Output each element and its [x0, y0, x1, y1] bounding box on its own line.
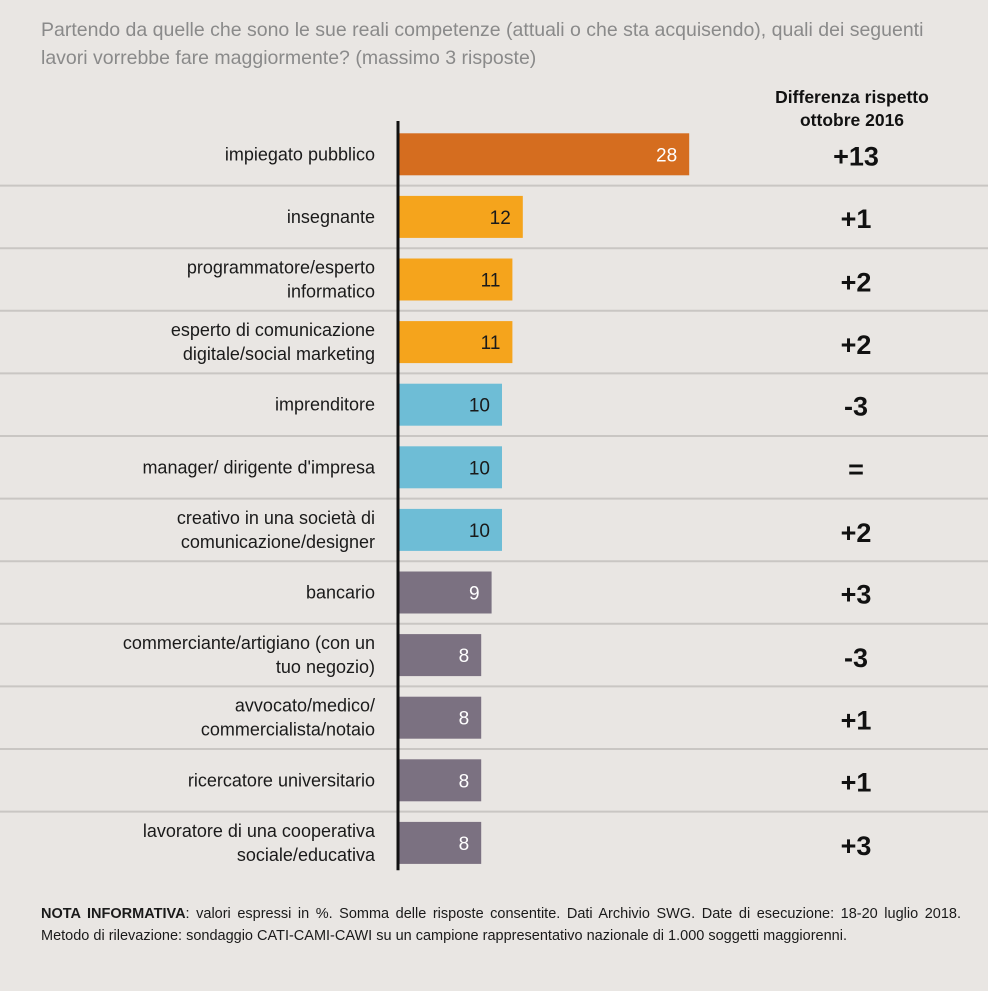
difference-value: = — [848, 454, 864, 484]
category-label: ricercatore universitario — [188, 770, 375, 790]
difference-value: +3 — [841, 831, 872, 861]
bar-value-label: 28 — [656, 145, 677, 166]
category-label: lavoratore di una cooperativa sociale/edu… — [143, 821, 376, 865]
difference-value: +1 — [841, 204, 872, 234]
category-label-line: avvocato/medico/ — [235, 696, 375, 716]
category-label-line: creativo in una società di — [177, 508, 375, 528]
bar — [398, 383, 502, 426]
difference-value: +3 — [841, 580, 872, 610]
bar — [398, 446, 502, 489]
category-label-line: esperto di comunicazione — [171, 320, 375, 340]
category-label-line: commerciante/artigiano (con un — [123, 633, 375, 653]
bar-value-label: 11 — [481, 333, 501, 354]
category-label-line: manager/ dirigente d'impresa — [142, 457, 376, 477]
bar — [398, 133, 690, 176]
difference-value: +1 — [841, 767, 872, 797]
bar-value-label: 11 — [481, 271, 501, 292]
category-label-line: lavoratore di una cooperativa — [143, 821, 376, 841]
info-note: NOTA INFORMATIVA: valori espressi in %. … — [41, 903, 961, 947]
difference-value: +2 — [841, 330, 872, 360]
bar-value-label: 10 — [469, 396, 490, 417]
category-label: esperto di comunicazione digitale/social … — [171, 320, 375, 364]
bar-value-label: 8 — [459, 834, 470, 855]
category-label: avvocato/medico/commercialista/notaio — [201, 696, 375, 740]
category-label-line: imprenditore — [275, 395, 375, 415]
difference-value: -3 — [844, 392, 868, 422]
category-label: programmatore/esperto informatico — [187, 258, 375, 302]
category-label-line: commercialista/notaio — [201, 720, 375, 740]
category-label: impiegato pubblico — [225, 144, 375, 164]
category-label: creativo in una società di comunicazione/… — [177, 508, 375, 552]
bar-value-label: 8 — [459, 646, 470, 667]
category-label-line: sociale/educativa — [237, 845, 376, 865]
category-label-line: informatico — [287, 282, 375, 302]
category-label-line: comunicazione/designer — [181, 532, 375, 552]
bar — [398, 508, 502, 551]
difference-column-header: Differenza rispetto ottobre 2016 — [775, 87, 929, 130]
bar-value-label: 12 — [490, 208, 511, 229]
bar-value-label: 8 — [459, 709, 470, 730]
bar — [398, 696, 482, 739]
bar — [398, 258, 513, 301]
category-label-line: digitale/social marketing — [183, 344, 375, 364]
category-label-line: bancario — [306, 583, 375, 603]
chart-title: Partendo da quelle che sono le sue reali… — [41, 19, 924, 69]
bar-value-label: 8 — [459, 771, 470, 792]
note-text: : valori espressi in %. Somma delle risp… — [41, 906, 961, 944]
category-label: manager/ dirigente d'impresa — [142, 457, 376, 477]
bar — [398, 821, 482, 864]
bar — [398, 634, 482, 677]
bar-value-label: 9 — [469, 584, 480, 605]
category-label-line: insegnante — [287, 207, 375, 227]
bar — [398, 321, 513, 364]
note-label: NOTA INFORMATIVA — [41, 906, 186, 922]
category-label-line: impiegato pubblico — [225, 144, 375, 164]
category-label: commerciante/artigiano (con un tuo negozi… — [123, 633, 375, 677]
difference-value: +13 — [833, 141, 879, 171]
bar — [398, 571, 492, 614]
difference-value: -3 — [844, 643, 868, 673]
bar-value-label: 10 — [469, 458, 490, 479]
bar — [398, 195, 523, 238]
category-label: imprenditore — [275, 395, 375, 415]
bar-value-label: 10 — [469, 521, 490, 542]
category-label: insegnante — [287, 207, 375, 227]
difference-value: +1 — [841, 706, 872, 736]
bar — [398, 759, 482, 802]
difference-value: +2 — [841, 518, 872, 548]
category-label-line: tuo negozio) — [276, 657, 375, 677]
category-label-line: programmatore/esperto — [187, 258, 375, 278]
category-label-line: ricercatore universitario — [188, 770, 375, 790]
category-label: bancario — [306, 583, 375, 603]
difference-value: +2 — [841, 268, 872, 298]
